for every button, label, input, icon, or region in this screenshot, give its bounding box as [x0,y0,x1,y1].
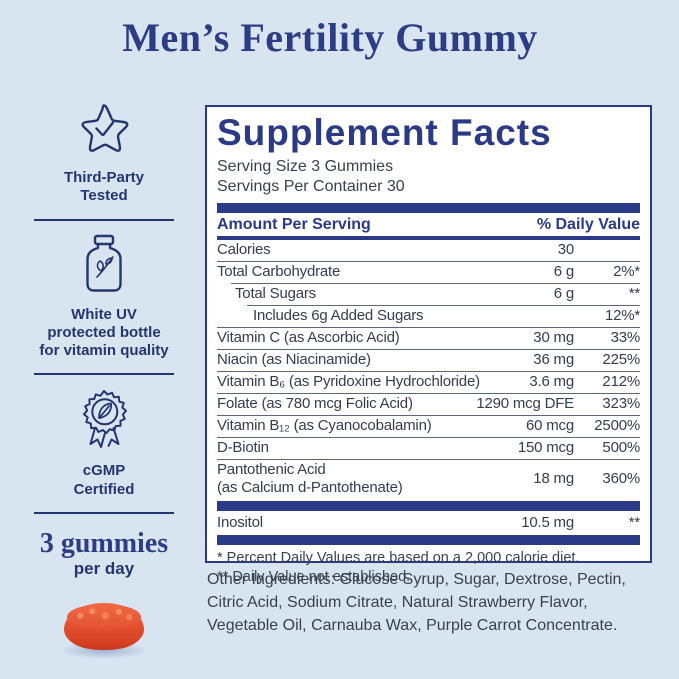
table-row-total-sugars: Total Sugars 6 g ** [217,284,640,305]
nutrient-amount: 60 mcg [526,417,574,435]
badge-label-third-party: Third-Party Tested [63,169,144,205]
nutrient-name: Pantothenic Acid (as Calcium d-Pantothen… [217,461,403,497]
row-divider [217,260,640,262]
page-title: Men’s Fertility Gummy [122,15,538,60]
supplement-facts-title: Supplement Facts [217,112,552,153]
divider-bar [217,235,640,240]
bottle-icon [73,233,135,300]
table-row-vitamin-b6: Vitamin B₆ (as Pyridoxine Hydrochloride)… [217,372,640,393]
column-amount-per-serving: Amount Per Serving [217,215,371,233]
footnotes: * Percent Daily Values are based on a 2,… [217,549,640,587]
nutrient-name: Total Sugars [235,285,316,303]
table-row-pantothenic-acid: Pantothenic Acid (as Calcium d-Pantothen… [217,460,640,499]
sidebar-divider [34,512,174,515]
nutrient-dv: 2500% [594,417,640,435]
row-divider [231,282,640,284]
nutrient-name: Vitamin C (as Ascorbic Acid) [217,329,400,347]
row-divider [217,458,640,460]
gummy-photo [56,601,152,663]
row-divider [217,436,640,438]
nutrient-name: D-Biotin [217,439,269,457]
nutrient-dv: ** [628,513,640,531]
star-check-icon [75,100,133,163]
nutrient-amount: 18 mg [533,470,574,488]
nutrient-name: Niacin (as Niacinamide) [217,351,371,369]
table-row-total-carbohydrate: Total Carbohydrate 6 g 2%* [217,262,640,283]
servings-per-container: Servings Per Container 30 [217,178,405,196]
table-row-d-biotin: D-Biotin 150 mcg 500% [217,438,640,459]
row-divider [217,348,640,350]
benefits-sidebar: Third-Party Tested White UV protected bo… [18,100,190,663]
nutrient-amount: 30 [557,241,574,259]
other-ingredients-text: Other Ingredients: Glucose Syrup, Sugar,… [207,571,626,635]
nutrient-amount: 30 mg [533,329,574,347]
nutrient-dv: 323% [602,395,640,413]
sidebar-divider [34,218,174,221]
table-row-vitamin-c: Vitamin C (as Ascorbic Acid) 30 mg 33% [217,328,640,349]
gummy-textured-top [67,604,141,631]
nutrient-dv: 2%* [613,263,640,281]
nutrient-dv: 212% [602,373,640,391]
nutrient-amount: 1290 mcg DFE [476,395,574,413]
table-row-folate: Folate (as 780 mcg Folic Acid) 1290 mcg … [217,394,640,415]
nutrient-dv: 12%* [604,307,640,325]
row-divider [217,370,640,372]
dosage-amount: 3 gummies [39,528,169,560]
ribbon-leaf-icon [74,387,134,456]
nutrient-dv: 500% [602,439,640,457]
row-divider [217,326,640,328]
divider-bar [217,534,640,545]
badge-label-uv-bottle: White UV protected bottle for vitamin qu… [39,305,169,360]
nutrient-name: Includes 6g Added Sugars [253,307,424,325]
nutrient-name: Inositol [217,513,263,531]
nutrient-dv: 33% [610,329,641,347]
nutrient-amount: 10.5 mg [521,513,574,531]
nutrient-name: Vitamin B₆ (as Pyridoxine Hydrochloride) [217,373,480,391]
footnote-daily-values: * Percent Daily Values are based on a 2,… [217,549,580,566]
dosage-frequency: per day [73,559,135,579]
table-row-vitamin-b12: Vitamin B₁₂ (as Cyanocobalamin) 60 mcg 2… [217,416,640,437]
table-header: Amount Per Serving % Daily Value [217,213,640,236]
serving-size: Serving Size 3 Gummies [217,158,394,175]
nutrient-amount: 6 g [553,263,574,281]
footnote-not-established: ** Daily Value not established. [217,569,411,586]
nutrient-name: Total Carbohydrate [217,263,341,281]
table-row-inositol: Inositol 10.5 mg ** [217,511,640,535]
row-divider [217,414,640,416]
table-row-calories: Calories 30 [217,240,640,261]
sidebar-divider [34,373,174,376]
row-divider [247,304,640,306]
badge-label-cgmp: cGMP Certified [73,462,135,498]
nutrient-dv: ** [628,285,640,303]
nutrient-name: Vitamin B₁₂ (as Cyanocobalamin) [217,417,432,435]
supplement-facts-panel: Supplement Facts Serving Size 3 Gummies … [205,105,652,585]
row-divider [217,392,640,394]
nutrient-amount: 150 mcg [517,439,574,457]
nutrient-amount: 6 g [553,285,574,303]
table-row-added-sugars: Includes 6g Added Sugars 12%* [217,306,640,327]
nutrient-amount: 36 mg [533,351,574,369]
divider-bar [217,202,640,213]
divider-bar [217,500,640,511]
table-row-niacin: Niacin (as Niacinamide) 36 mg 225% [217,350,640,371]
nutrient-name: Calories [217,241,271,259]
column-daily-value: % Daily Value [536,215,640,233]
nutrient-dv: 360% [602,470,640,488]
gummy-body [64,603,144,651]
nutrient-dv: 225% [602,351,640,369]
nutrient-name: Folate (as 780 mcg Folic Acid) [217,395,413,413]
nutrient-amount: 3.6 mg [529,373,574,391]
